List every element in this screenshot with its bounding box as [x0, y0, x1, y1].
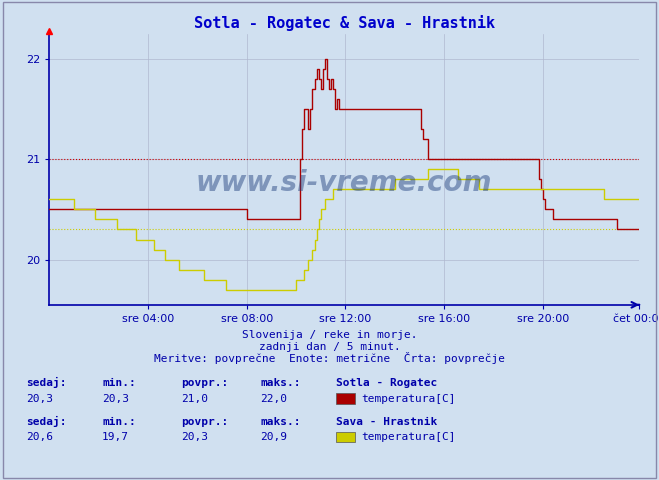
Text: maks.:: maks.:: [260, 417, 301, 427]
Text: povpr.:: povpr.:: [181, 378, 229, 388]
Text: Sotla - Rogatec: Sotla - Rogatec: [336, 378, 438, 388]
Text: 21,0: 21,0: [181, 394, 208, 404]
Text: temperatura[C]: temperatura[C]: [361, 394, 455, 404]
Text: Slovenija / reke in morje.: Slovenija / reke in morje.: [242, 330, 417, 340]
Text: povpr.:: povpr.:: [181, 417, 229, 427]
Text: min.:: min.:: [102, 417, 136, 427]
Text: Sava - Hrastnik: Sava - Hrastnik: [336, 417, 438, 427]
Text: Meritve: povprečne  Enote: metrične  Črta: povprečje: Meritve: povprečne Enote: metrične Črta:…: [154, 352, 505, 364]
Text: 20,3: 20,3: [181, 432, 208, 442]
Text: maks.:: maks.:: [260, 378, 301, 388]
Text: sedaj:: sedaj:: [26, 416, 67, 427]
Text: min.:: min.:: [102, 378, 136, 388]
Text: zadnji dan / 5 minut.: zadnji dan / 5 minut.: [258, 342, 401, 352]
Text: sedaj:: sedaj:: [26, 377, 67, 388]
Text: 20,6: 20,6: [26, 432, 53, 442]
Title: Sotla - Rogatec & Sava - Hrastnik: Sotla - Rogatec & Sava - Hrastnik: [194, 15, 495, 31]
Text: 19,7: 19,7: [102, 432, 129, 442]
Text: www.si-vreme.com: www.si-vreme.com: [196, 169, 492, 197]
Text: 20,3: 20,3: [102, 394, 129, 404]
Text: 20,3: 20,3: [26, 394, 53, 404]
Text: temperatura[C]: temperatura[C]: [361, 432, 455, 442]
Text: 20,9: 20,9: [260, 432, 287, 442]
Text: 22,0: 22,0: [260, 394, 287, 404]
